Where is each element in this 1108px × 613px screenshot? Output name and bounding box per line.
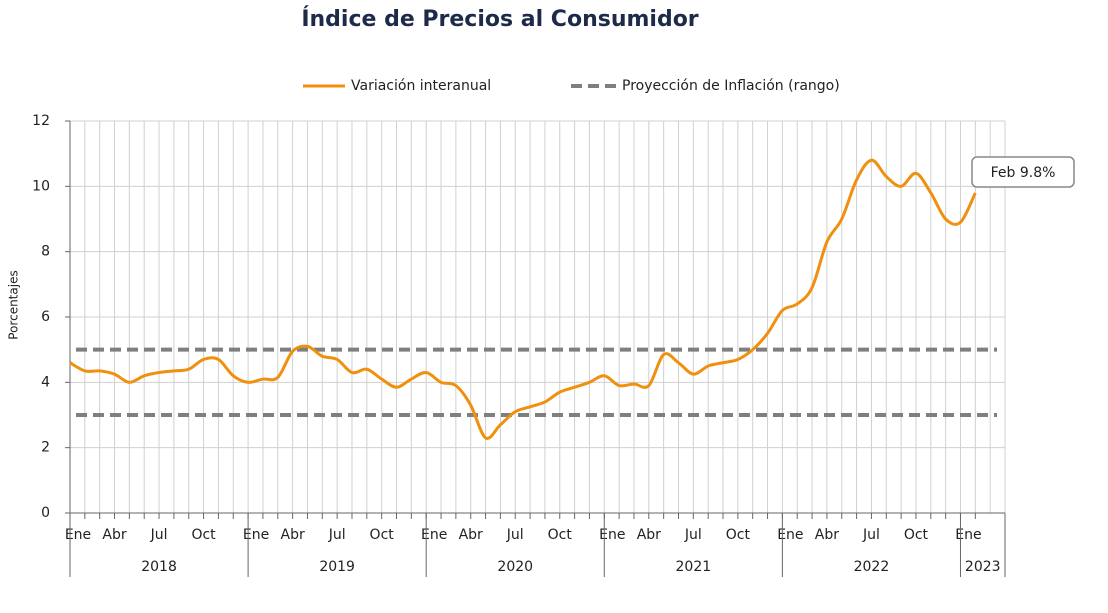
x-tick-label: Ene xyxy=(599,527,625,543)
x-tick-label: Ene xyxy=(955,527,981,543)
y-axis-label: Porcentajes xyxy=(7,270,21,339)
year-label: 2018 xyxy=(141,559,177,575)
x-tick-label: Jul xyxy=(684,527,702,543)
legend-label: Variación interanual xyxy=(351,78,491,94)
x-tick-label: Ene xyxy=(421,527,447,543)
y-tick-label: 2 xyxy=(41,440,50,456)
x-tick-label: Abr xyxy=(815,527,839,543)
chart-title: Índice de Precios al Consumidor xyxy=(301,6,698,32)
x-tick-label: Abr xyxy=(459,527,483,543)
x-tick-label: Ene xyxy=(65,527,91,543)
x-tick-label: Jul xyxy=(150,527,168,543)
y-tick-label: 4 xyxy=(41,374,50,390)
x-tick-label: Abr xyxy=(281,527,305,543)
year-label: 2023 xyxy=(965,559,1001,575)
x-tick-label: Oct xyxy=(548,527,573,543)
x-tick-label: Oct xyxy=(726,527,751,543)
x-tick-label: Oct xyxy=(370,527,395,543)
x-tick-label: Jul xyxy=(506,527,524,543)
y-tick-label: 8 xyxy=(41,244,50,260)
y-tick-label: 0 xyxy=(41,505,50,521)
year-label: 2021 xyxy=(676,559,712,575)
x-tick-label: Ene xyxy=(777,527,803,543)
year-label: 2022 xyxy=(854,559,890,575)
x-tick-label: Oct xyxy=(191,527,216,543)
y-tick-label: 10 xyxy=(32,178,50,194)
x-tick-label: Abr xyxy=(637,527,661,543)
x-tick-label: Jul xyxy=(328,527,346,543)
annotation-box xyxy=(971,156,1075,188)
annotation: Feb 9.8% xyxy=(991,165,1056,181)
x-tick-label: Jul xyxy=(862,527,880,543)
x-tick-label: Abr xyxy=(102,527,126,543)
x-tick-label: Oct xyxy=(904,527,929,543)
legend-label: Proyección de Inflación (rango) xyxy=(622,78,840,94)
series-line xyxy=(69,158,977,440)
year-label: 2020 xyxy=(497,559,533,575)
y-tick-label: 6 xyxy=(41,309,50,325)
x-tick-label: Ene xyxy=(243,527,269,543)
y-tick-label: 12 xyxy=(32,113,50,129)
year-label: 2019 xyxy=(319,559,355,575)
